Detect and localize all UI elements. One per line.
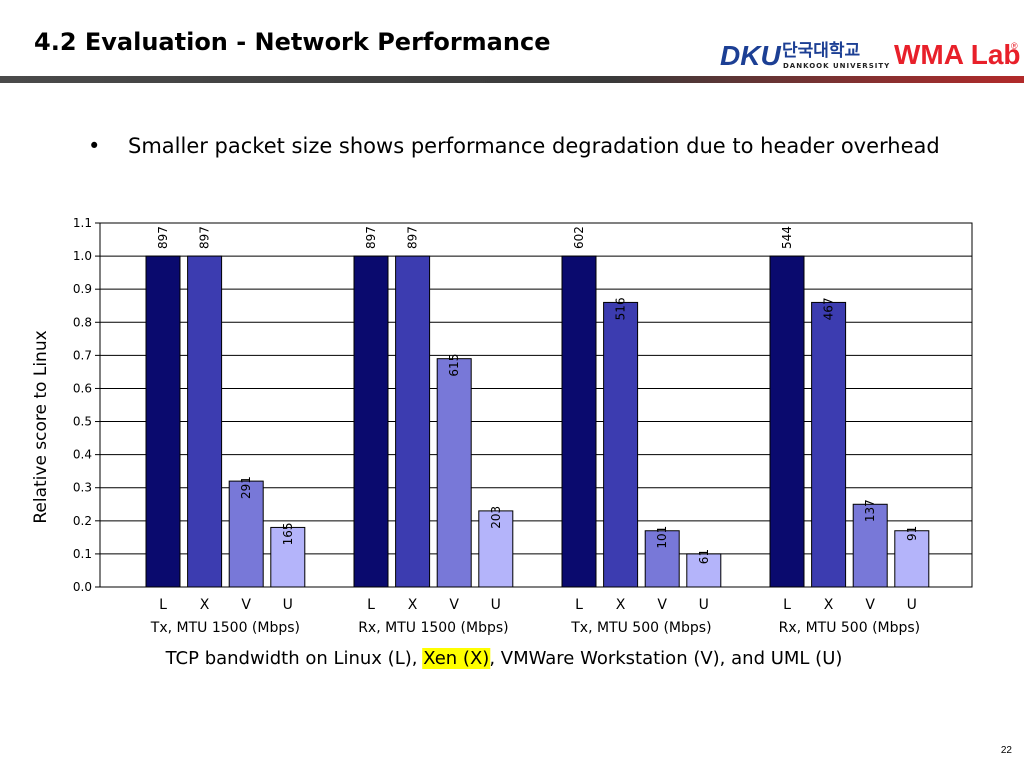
bar-data-label: 61 xyxy=(697,549,711,564)
dku-logo: DKU 단국대학교 DANKOOK UNIVERSITY xyxy=(720,40,890,71)
y-tick-label: 0.2 xyxy=(73,514,92,528)
bar-u xyxy=(270,526,306,588)
x-axis: L X V U Tx, MTU 1500 (Mbps) L X V U Rx, MTU 1500 … xyxy=(150,597,920,636)
bar-data-label: 897 xyxy=(156,226,170,249)
bar-l xyxy=(145,255,181,588)
caption-text-start: TCP bandwidth on Linux (L), xyxy=(165,648,424,669)
bullet-text: Smaller packet size shows performance de… xyxy=(128,134,940,158)
x-bar-letter: V xyxy=(241,597,251,613)
x-bar-letter: V xyxy=(657,597,667,613)
bullet-point: • Smaller packet size shows performance d… xyxy=(88,134,940,158)
x-bar-letter: U xyxy=(283,597,293,613)
x-bar-letter: U xyxy=(491,597,501,613)
wma-lab-name: WMA Lab xyxy=(894,39,1021,70)
bar-data-label: 602 xyxy=(572,226,586,249)
y-tick-label: 0.8 xyxy=(73,315,92,329)
bar-data-label: 516 xyxy=(614,297,628,320)
dku-mark: DKU xyxy=(720,40,781,71)
bar-data-label: 615 xyxy=(447,354,461,377)
x-bar-letter: L xyxy=(783,597,791,613)
y-tick-label: 0.5 xyxy=(73,415,92,429)
chart-caption: TCP bandwidth on Linux (L), Xen (X), VMW… xyxy=(165,648,843,669)
x-bar-letter: X xyxy=(824,597,834,613)
dku-korean-name: 단국대학교 xyxy=(782,41,861,61)
page-number: 22 xyxy=(1000,745,1012,756)
bar-data-label: 544 xyxy=(780,226,794,249)
bar-v xyxy=(852,503,888,588)
logos-svg: DKU 단국대학교 DANKOOK UNIVERSITY WMA Lab ® xyxy=(720,39,1021,71)
slide-title: 4.2 Evaluation - Network Performance xyxy=(34,28,551,56)
y-tick-label: 0.1 xyxy=(73,547,92,561)
bar-data-label: 165 xyxy=(281,522,295,545)
bar-data-label: 203 xyxy=(489,506,503,529)
x-group-label: Rx, MTU 1500 (Mbps) xyxy=(358,620,508,636)
bullet-dot: • xyxy=(88,134,101,158)
x-bar-letter: V xyxy=(865,597,875,613)
registered-mark: ® xyxy=(1011,41,1018,51)
y-tick-label: 0.4 xyxy=(73,448,92,462)
bar-data-label: 137 xyxy=(863,499,877,522)
y-tick-label: 0.3 xyxy=(73,481,92,495)
y-tick-label: 0.6 xyxy=(73,381,92,395)
x-bar-letter: X xyxy=(200,597,210,613)
bar-data-label: 897 xyxy=(406,226,420,249)
y-tick-label: 1.1 xyxy=(73,216,92,230)
y-tick-label: 1.0 xyxy=(73,249,92,263)
bandwidth-bar-chart: 897 897 291 165 897 897 615 203 602 516 101 61 544 46… xyxy=(31,216,973,669)
bar-data-label: 897 xyxy=(364,226,378,249)
y-axis: 0.0 0.1 0.2 0.3 0.4 0.5 0.6 0.7 0.8 0.9 1.0 1.1 xyxy=(73,216,100,594)
bar-data-label: 291 xyxy=(239,476,253,499)
bar-l xyxy=(561,255,597,588)
caption-highlight-xen: Xen (X) xyxy=(423,648,489,669)
x-bar-letter: V xyxy=(449,597,459,613)
x-bar-letter: X xyxy=(616,597,626,613)
bar-x xyxy=(395,255,431,588)
dku-english-name: DANKOOK UNIVERSITY xyxy=(783,62,890,70)
x-group-label: Tx, MTU 500 (Mbps) xyxy=(570,620,711,636)
bar-data-label: 101 xyxy=(655,526,669,549)
bar-v xyxy=(644,530,680,588)
bar-l xyxy=(769,255,805,588)
x-bar-letter: L xyxy=(575,597,583,613)
y-tick-label: 0.9 xyxy=(73,282,92,296)
y-tick-label: 0.7 xyxy=(73,348,92,362)
caption-text-end: , VMWare Workstation (V), and UML (U) xyxy=(489,648,842,669)
caption-highlight-bg xyxy=(422,648,491,669)
bar-data-label: 897 xyxy=(198,226,212,249)
x-group-label: Rx, MTU 500 (Mbps) xyxy=(779,620,920,636)
x-bar-letter: L xyxy=(159,597,167,613)
logo-area: DKU 단국대학교 DANKOOK UNIVERSITY WMA Lab ® xyxy=(720,36,1024,72)
bar-v xyxy=(228,480,264,588)
x-bar-letter: U xyxy=(699,597,709,613)
x-bar-letter: X xyxy=(408,597,418,613)
x-group-label: Tx, MTU 1500 (Mbps) xyxy=(150,620,300,636)
y-axis-label: Relative score to Linux xyxy=(31,330,51,523)
x-bar-letter: L xyxy=(367,597,375,613)
bar-u xyxy=(894,530,930,588)
bar-l xyxy=(353,255,389,588)
bar-u xyxy=(478,510,514,588)
bar-v xyxy=(436,358,472,588)
x-bar-letter: U xyxy=(907,597,917,613)
y-tick-label: 0.0 xyxy=(73,580,92,594)
bar-x xyxy=(187,255,223,588)
bar-u xyxy=(686,553,722,588)
bar-data-label: 91 xyxy=(905,526,919,541)
bar-data-label: 467 xyxy=(822,297,836,320)
bar-x xyxy=(811,301,847,588)
bar-x xyxy=(603,301,639,588)
bars: 897 897 291 165 897 897 615 203 602 516 101 61 544 46… xyxy=(145,226,930,588)
header-rule xyxy=(0,76,1024,83)
wma-lab-logo: WMA Lab ® xyxy=(894,39,1021,70)
